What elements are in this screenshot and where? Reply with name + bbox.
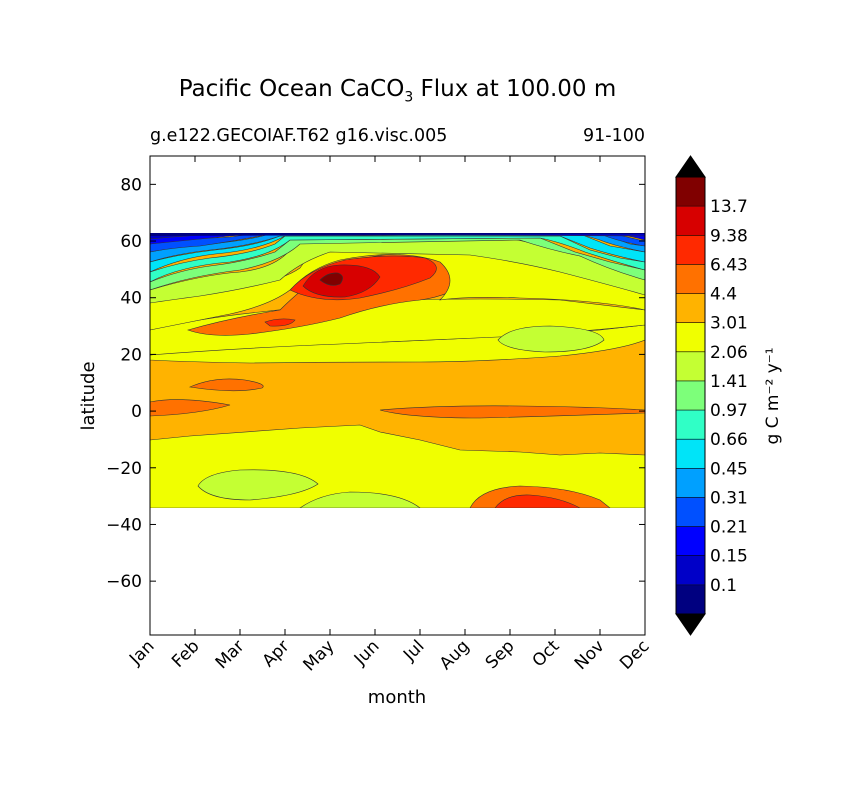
colorbar-tick-label: 6.43 [710, 255, 748, 275]
plot-frame [149, 155, 646, 636]
y-tick-label: 20 [120, 345, 142, 365]
y-axis-label: latitude [78, 361, 99, 430]
colorbar-tick-label: 0.15 [710, 547, 748, 567]
colorbar-over-arrow [675, 155, 706, 178]
colorbar-swatch [676, 439, 705, 469]
x-tick-label: Jul [399, 636, 428, 665]
colorbar-swatch [676, 526, 705, 556]
colorbar-swatch [676, 380, 705, 411]
x-tick-label: Jun [350, 636, 384, 670]
colorbar-label: g C m⁻² y⁻¹ [763, 347, 783, 444]
x-tick-label: Dec [616, 636, 653, 673]
y-tick-label: −60 [106, 572, 142, 592]
colorbar-swatch [676, 468, 705, 498]
y-tick-label: −40 [106, 515, 142, 535]
colorbar-tick-label: 13.7 [710, 197, 748, 217]
colorbar-tick-label: 3.01 [710, 314, 748, 334]
colorbar-swatch [676, 410, 705, 440]
colorbar-tick-label: 2.06 [710, 343, 748, 363]
x-tick-label: Nov [571, 636, 609, 674]
colorbar-swatch [676, 555, 705, 585]
colorbar-swatch [676, 584, 705, 614]
y-tick-label: 40 [120, 289, 142, 309]
colorbar-swatch [676, 264, 705, 294]
colorbar-tick-label: 0.45 [710, 459, 748, 479]
colorbar-swatch [676, 177, 705, 207]
colorbar-tick-label: 0.1 [710, 576, 737, 596]
case-name-label: g.e122.GECOIAF.T62 g16.visc.005 [150, 126, 448, 146]
colorbar-under-arrow [675, 613, 706, 636]
chart-title: Pacific Ocean CaCO3 Flux at 100.00 m [178, 76, 617, 106]
x-tick-label: Sep [482, 636, 519, 673]
colorbar-frame [675, 176, 706, 615]
x-axis-label: month [368, 687, 426, 708]
colorbar-swatch [676, 235, 705, 265]
y-tick-label: 80 [120, 175, 142, 195]
year-range-label: 91-100 [583, 126, 645, 146]
colorbar-swatch [676, 206, 705, 236]
colorbar-tick-label: 1.41 [710, 372, 748, 392]
colorbar-tick-label: 0.97 [710, 401, 748, 421]
colorbar-tick-label: 0.66 [710, 430, 748, 450]
colorbar-tick-label: 0.31 [710, 488, 748, 508]
x-tick-label: Feb [168, 636, 203, 671]
y-tick-label: −20 [106, 459, 142, 479]
colorbar-swatch [676, 322, 705, 352]
x-tick-label: Mar [212, 636, 249, 673]
x-tick-label: Aug [436, 636, 474, 674]
colorbar-tick-label: 4.4 [710, 285, 737, 305]
x-tick-label: May [300, 636, 339, 675]
x-tick-label: Oct [529, 636, 564, 671]
colorbar-swatch [676, 293, 705, 323]
colorbar-swatch [676, 351, 705, 381]
x-tick-label: Jan [125, 636, 158, 669]
y-tick-label: 0 [131, 402, 142, 422]
colorbar-tick-label: 9.38 [710, 226, 748, 246]
contour-field [150, 233, 645, 508]
colorbar-swatch [676, 497, 705, 527]
y-tick-label: 60 [120, 232, 142, 252]
colorbar: 0.1 0.15 0.21 0.31 0.45 0.66 0.97 1.41 2.06 3.01 4… [675, 155, 748, 636]
colorbar-tick-label: 0.21 [710, 518, 748, 538]
x-tick-label: Apr [259, 636, 294, 671]
